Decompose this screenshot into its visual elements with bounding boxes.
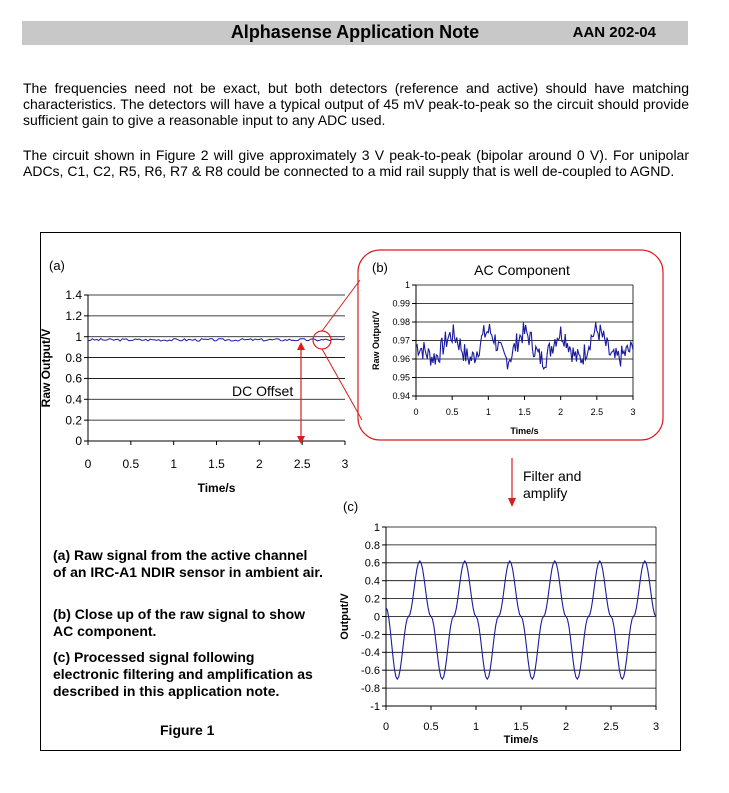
document-code: AAN 202-04 — [572, 24, 656, 41]
y-tick-label: 0.94 — [392, 391, 410, 401]
zoom-callout-box — [357, 249, 664, 441]
x-tick-label: 2 — [256, 457, 263, 471]
x-tick-label: 2.5 — [603, 721, 618, 733]
chart-b: 0.94 0.95 0.96 0.97 0.98 0.99 1 0 0.5 1 1.5 2 2.5 3 Ti… — [371, 280, 636, 436]
x-tick-label: 1.5 — [518, 407, 531, 417]
document-title: Alphasense Application Note — [230, 22, 480, 42]
y-tick-label: -1 — [370, 701, 380, 713]
x-tick-label: 0.5 — [423, 721, 438, 733]
arrow-head — [297, 342, 305, 350]
figure-label: Figure 1 — [160, 722, 215, 738]
x-tick-label: 3 — [630, 407, 635, 417]
x-tick-label: 2 — [558, 407, 563, 417]
x-tick-label: 2.5 — [294, 457, 311, 471]
y-tick-label: -0.6 — [361, 665, 380, 677]
label-c: (c) — [343, 499, 358, 514]
y-tick-label: 0.2 — [365, 593, 380, 605]
y-axis-label: Raw Output/V — [39, 329, 53, 408]
x-tick-label: 0 — [383, 721, 389, 733]
y-axis-label: Output/V — [339, 593, 351, 640]
amplify-label: amplify — [523, 485, 567, 501]
chart-a: 0 0.2 0.4 0.6 0.8 1 1.2 1.4 0 0.5 1 1.5 2 2.5 3 Time/s R… — [39, 288, 349, 495]
zoom-connector — [321, 348, 363, 421]
y-tick-label: 0.4 — [65, 392, 82, 406]
chart-c: -1 -0.8 -0.6 -0.4 -0.2 0 0.2 0.4 0.6 0.8 1 0 0.5 1 1.5… — [339, 522, 659, 746]
y-tick-label: 0.8 — [65, 351, 82, 365]
x-axis-label: Time/s — [504, 734, 539, 746]
arrow-head — [508, 498, 516, 507]
y-tick-label: -0.8 — [361, 683, 380, 695]
label-b: (b) — [372, 260, 388, 275]
y-tick-label: 1 — [374, 522, 380, 534]
x-tick-label: 3 — [653, 721, 659, 733]
x-tick-label: 2 — [563, 721, 569, 733]
y-tick-label: 0.98 — [392, 317, 410, 327]
body-paragraph-1: The frequencies need not be exact, but b… — [23, 80, 689, 128]
y-tick-label: 0.4 — [365, 576, 380, 588]
series-line — [87, 337, 346, 342]
y-tick-label: -0.4 — [361, 647, 380, 659]
ac-component-label: AC Component — [474, 262, 570, 278]
y-tick-label: 0 — [374, 611, 380, 623]
y-tick-label: 0.99 — [392, 299, 410, 309]
y-tick-label: 0.6 — [365, 558, 380, 570]
zoom-connector — [321, 279, 361, 332]
series-line — [385, 560, 657, 681]
page-header: Alphasense Application Note AAN 202-04 — [22, 21, 688, 45]
x-axis-label: Time/s — [510, 426, 538, 436]
caption-a: (a) Raw signal from the active channel o… — [53, 547, 323, 580]
caption-b: (b) Close up of the raw signal to show A… — [53, 606, 306, 639]
figure-frame — [40, 232, 681, 751]
x-tick-label: 2.5 — [591, 407, 604, 417]
y-tick-label: 0.8 — [365, 540, 380, 552]
label-a: (a) — [49, 258, 65, 273]
y-tick-label: -0.2 — [361, 629, 380, 641]
x-tick-label: 0 — [413, 407, 418, 417]
x-tick-label: 0 — [85, 457, 92, 471]
series-line — [415, 322, 634, 371]
x-tick-label: 0.5 — [122, 457, 139, 471]
x-tick-label: 1.5 — [513, 721, 528, 733]
y-tick-label: 1.2 — [65, 309, 82, 323]
y-tick-label: 0.6 — [65, 372, 82, 386]
y-tick-label: 0.96 — [392, 354, 410, 364]
y-tick-label: 1 — [75, 330, 82, 344]
x-tick-label: 3 — [342, 457, 349, 471]
arrow-head — [297, 436, 305, 444]
y-tick-label: 1 — [405, 280, 410, 290]
y-tick-label: 1.4 — [65, 288, 82, 302]
x-tick-label: 0.5 — [446, 407, 459, 417]
x-tick-label: 1 — [170, 457, 177, 471]
y-tick-label: 0.97 — [392, 336, 410, 346]
y-tick-label: 0.2 — [65, 413, 82, 427]
filter-label: Filter and — [523, 468, 581, 484]
dc-offset-label: DC Offset — [232, 383, 293, 399]
y-tick-label: 0.95 — [392, 373, 410, 383]
x-tick-label: 1 — [473, 721, 479, 733]
y-tick-label: 0 — [75, 434, 82, 448]
body-paragraph-2: The circuit shown in Figure 2 will give … — [23, 147, 689, 179]
x-tick-label: 1 — [486, 407, 491, 417]
x-axis-label: Time/s — [198, 481, 236, 495]
caption-c: (c) Processed signal following electroni… — [53, 649, 313, 699]
y-axis-label: Raw Output/V — [371, 311, 381, 370]
x-tick-label: 1.5 — [208, 457, 225, 471]
